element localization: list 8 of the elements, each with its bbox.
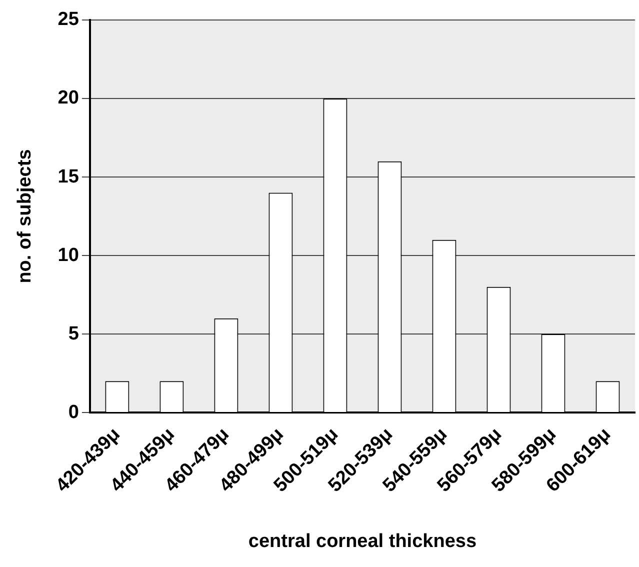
y-axis-title: no. of subjects xyxy=(14,149,36,284)
x-axis-title: central corneal thickness xyxy=(248,530,477,552)
y-tick-label: 15 xyxy=(58,166,80,188)
y-tick-label: 25 xyxy=(58,9,80,30)
y-tick-label: 10 xyxy=(58,244,79,266)
y-tick-label: 20 xyxy=(58,88,79,109)
y-tick-label: 5 xyxy=(68,323,80,344)
y-tick-label: 0 xyxy=(68,402,79,423)
